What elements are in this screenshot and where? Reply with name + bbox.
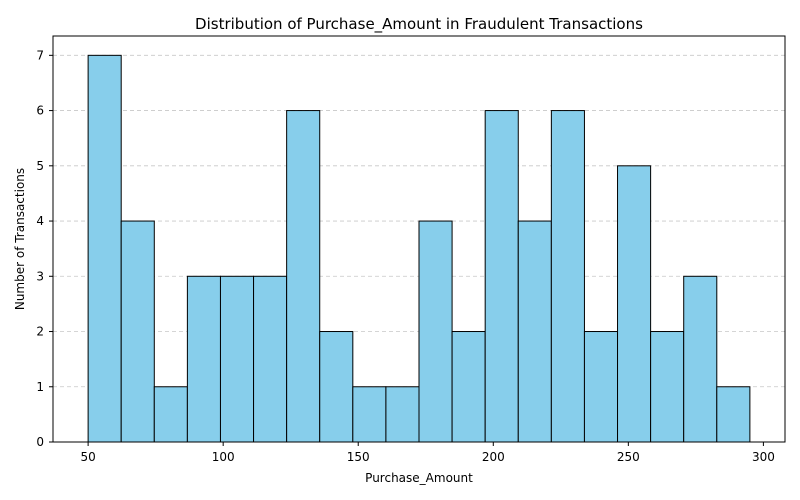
bar-bin-4 xyxy=(186,275,221,443)
y-tick-label-0: 0 xyxy=(36,435,44,449)
bar-bin-17 xyxy=(617,165,652,443)
bar-bin-10 xyxy=(385,386,420,443)
bar-bin-6 xyxy=(253,275,288,443)
plot-frame xyxy=(52,35,786,443)
x-tick-label-200: 200 xyxy=(482,450,505,464)
y-tick-label-2: 2 xyxy=(36,325,44,339)
y-tick-label-4: 4 xyxy=(36,214,44,228)
bar-bin-11 xyxy=(418,220,453,443)
y-axis-label: Number of Transactions xyxy=(13,168,27,310)
y-axis: 0 1 2 3 4 5 6 7 xyxy=(36,48,53,449)
x-tick-label-50: 50 xyxy=(80,450,95,464)
y-tick-label-5: 5 xyxy=(36,159,44,173)
y-tick-label-1: 1 xyxy=(36,380,44,394)
bar-bin-14 xyxy=(517,220,552,443)
chart-title: Distribution of Purchase_Amount in Fraud… xyxy=(195,15,643,34)
bar-bin-7 xyxy=(286,110,321,443)
bar-bin-19 xyxy=(683,275,718,443)
bar-bin-3 xyxy=(153,386,188,443)
y-tick-label-6: 6 xyxy=(36,104,44,118)
bars-layer xyxy=(87,54,751,443)
x-tick-label-250: 250 xyxy=(617,450,640,464)
x-axis: 50 100 150 200 250 300 xyxy=(80,442,775,464)
y-tick-label-7: 7 xyxy=(36,48,44,62)
bar-bin-2 xyxy=(120,220,155,443)
bar-bin-18 xyxy=(650,331,685,443)
bar-bin-20 xyxy=(716,386,751,443)
bar-bin-16 xyxy=(583,331,619,443)
bar-bin-13 xyxy=(484,110,519,443)
bar-bin-15 xyxy=(550,110,585,443)
bar-bin-8 xyxy=(319,331,354,443)
x-tick-label-300: 300 xyxy=(752,450,775,464)
bar-bin-5 xyxy=(219,275,255,443)
bar-bin-9 xyxy=(352,386,387,443)
bar-bin-12 xyxy=(451,331,486,443)
y-tick-label-3: 3 xyxy=(36,269,44,283)
bar-bin-1 xyxy=(87,54,122,443)
x-axis-label: Purchase_Amount xyxy=(365,471,473,485)
x-tick-label-150: 150 xyxy=(347,450,370,464)
x-tick-label-100: 100 xyxy=(212,450,235,464)
